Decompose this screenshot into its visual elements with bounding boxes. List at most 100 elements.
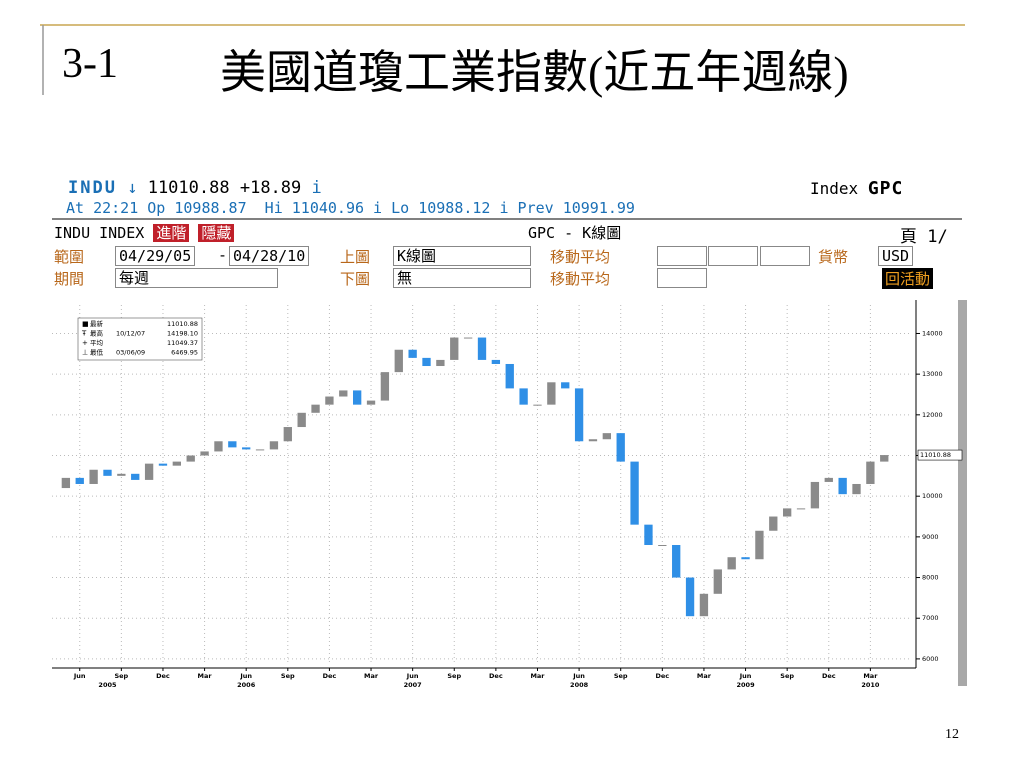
flag: i: [311, 178, 322, 198]
candle: [519, 388, 528, 405]
y-tick-label: 9000: [922, 533, 939, 541]
scrollbar: [958, 300, 967, 686]
x-tick-label: Jun: [572, 672, 585, 680]
x-tick-label: Jun: [406, 672, 419, 680]
candle: [588, 439, 598, 442]
candle: [144, 463, 154, 480]
year-label: 2010: [861, 681, 880, 689]
quote-line: At 22:21 Op 10988.87 Hi 11040.96 i Lo 10…: [66, 199, 635, 217]
ma-input[interactable]: [657, 246, 707, 266]
ticker: INDU: [68, 178, 117, 198]
candle: [630, 461, 639, 525]
ma-input[interactable]: [760, 246, 810, 266]
candle: [394, 349, 403, 373]
button[interactable]: 進階: [153, 224, 190, 242]
period-label: 期間: [54, 270, 85, 288]
x-tick-label: Mar: [697, 672, 712, 680]
legend-box: [77, 317, 203, 361]
legend-label: 最高: [90, 329, 104, 338]
page-indicator: 頁 1/: [900, 227, 948, 247]
legend-label: 平均: [90, 338, 104, 347]
candle: [769, 516, 778, 531]
candle: [75, 477, 84, 484]
candle: [796, 508, 806, 510]
button[interactable]: 隱藏: [198, 224, 235, 242]
activity-button[interactable]: 回活動: [882, 268, 934, 289]
candle: [741, 557, 750, 560]
y-tick-label: 13000: [922, 370, 943, 378]
last-price-box: [917, 449, 963, 461]
y-tick-label: 14000: [922, 329, 943, 337]
x-tick-label: Dec: [156, 672, 170, 680]
legend-symbol: Ŧ: [81, 330, 87, 338]
y-tick-label: 6000: [922, 655, 939, 663]
x-tick-label: Sep: [780, 672, 794, 680]
range-end[interactable]: 04/28/10: [229, 246, 310, 266]
last-price-label: 11010.88: [920, 451, 951, 459]
candle: [380, 372, 390, 401]
chart-name: GPC - K線圖: [528, 224, 622, 242]
currency-label: 貨幣: [818, 248, 849, 266]
x-tick-label: Mar: [364, 672, 379, 680]
ma-input[interactable]: [708, 246, 758, 266]
security-row: INDU INDEX 進階 隱藏: [54, 222, 235, 243]
y-tick-label: 8000: [922, 574, 939, 582]
candle: [644, 524, 653, 545]
x-tick-label: Dec: [655, 672, 669, 680]
candle: [852, 483, 861, 495]
legend-date: 03/06/09: [116, 349, 145, 357]
chart: 6000700080009000100001100012000130001400…: [52, 300, 963, 689]
candle: [866, 461, 875, 484]
candle: [755, 530, 764, 560]
y-tick-label: 10000: [922, 492, 943, 500]
candle: [880, 455, 889, 462]
candle: [311, 404, 320, 413]
y-tick-label: 7000: [922, 614, 939, 622]
legend-symbol: ⊥: [82, 349, 88, 357]
candle: [616, 433, 625, 462]
candle: [672, 545, 681, 578]
legend-symbol: ■: [82, 320, 89, 328]
y-tick-label: 12000: [922, 411, 943, 419]
year-label: 2007: [404, 681, 422, 689]
x-tick-label: Mar: [530, 672, 545, 680]
candle: [61, 477, 71, 489]
arrow: ↓: [127, 178, 138, 198]
candle: [463, 337, 473, 339]
upper-label: 上圖: [340, 248, 371, 266]
page-number: 12: [945, 727, 959, 742]
quote-header: INDU ↓ 11010.88 +18.89 i: [68, 178, 322, 198]
candle: [228, 441, 237, 448]
candle: [699, 593, 709, 617]
candle: [658, 545, 667, 546]
candle: [838, 477, 847, 495]
candle: [214, 441, 223, 452]
candle: [339, 390, 348, 397]
currency[interactable]: USD: [878, 246, 914, 266]
x-tick-label: Dec: [489, 672, 503, 680]
candle: [255, 449, 265, 451]
candle: [103, 469, 112, 476]
upper-value[interactable]: K線圖: [393, 246, 531, 266]
candle: [477, 337, 487, 360]
range-start[interactable]: 04/29/05: [115, 246, 196, 266]
lower-value[interactable]: 無: [393, 268, 531, 288]
last-price: 11010.88: [147, 178, 230, 198]
range-label: 範圍: [54, 248, 85, 266]
candle: [325, 396, 334, 405]
candle: [533, 404, 542, 406]
legend-value: 11010.88: [167, 320, 198, 328]
candle: [242, 447, 251, 450]
ma-input[interactable]: [657, 268, 707, 288]
candle: [186, 455, 195, 462]
candle: [436, 359, 445, 367]
candle: [450, 337, 459, 360]
x-tick-label: Sep: [447, 672, 461, 680]
candle: [824, 477, 833, 482]
period[interactable]: 每週: [115, 268, 278, 288]
security: INDU INDEX: [54, 224, 145, 242]
candle: [172, 461, 181, 466]
candle: [269, 441, 279, 450]
